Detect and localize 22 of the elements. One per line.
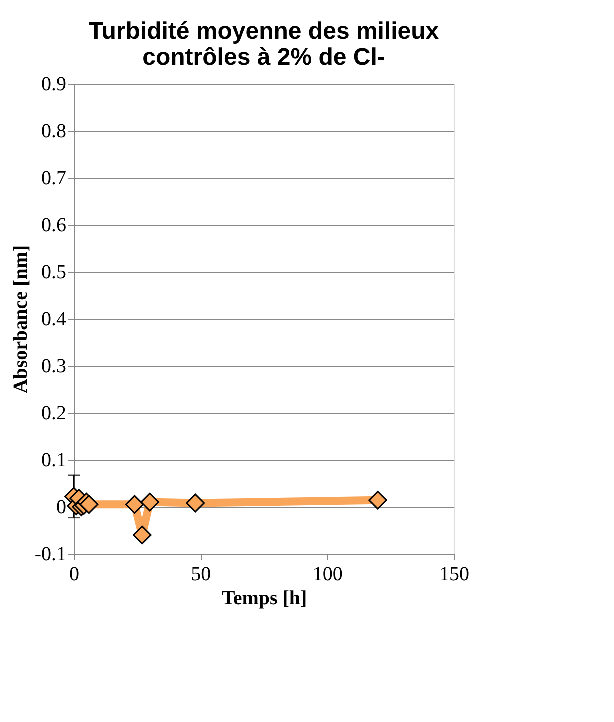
chart-title: Turbidité moyenne des milieux contrôles à 2% de Cl- (88, 18, 440, 71)
x-tick-label: 50 (191, 564, 212, 586)
point (368, 491, 388, 510)
y-tick-label: 0.5 (42, 262, 66, 284)
y-tick-label: 0.2 (42, 402, 66, 424)
y-tick-label: 0.6 (42, 214, 66, 236)
y-tick-label: 0 (56, 496, 66, 518)
point (186, 494, 206, 513)
x-axis-title: Temps [h] (222, 588, 308, 610)
point (132, 526, 152, 545)
point (140, 492, 160, 512)
y-tick-label: 0.1 (42, 450, 66, 472)
x-tick-label: 100 (312, 564, 343, 586)
y-tick-label: 0.8 (42, 120, 66, 142)
point (125, 495, 144, 514)
y-tick-label: -0.1 (34, 544, 66, 566)
y-tick-label: 0.4 (42, 308, 66, 330)
y-tick-label: 0.3 (42, 356, 66, 378)
y-tick-label: 0.9 (42, 74, 66, 96)
x-tick-label: 150 (440, 564, 470, 586)
y-axis-title: Absorbance [nm] (10, 245, 32, 394)
y-tick-label: 0.7 (42, 168, 66, 190)
